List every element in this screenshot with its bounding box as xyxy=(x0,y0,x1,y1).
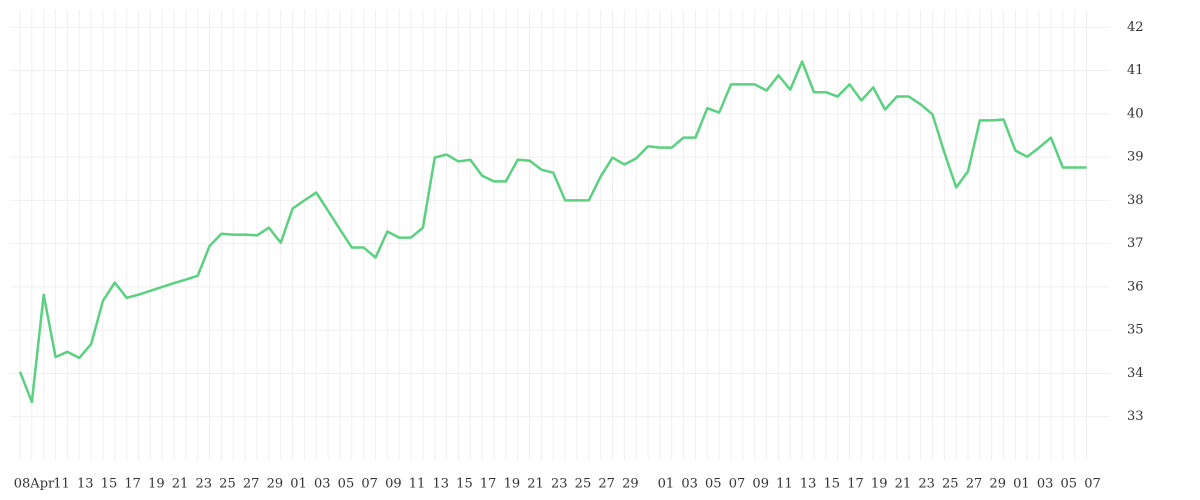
x-tick-label: 29 xyxy=(989,477,1006,492)
x-tick-label: 19 xyxy=(148,477,165,492)
y-tick-label: 42 xyxy=(1127,20,1144,35)
x-tick-label: 03 xyxy=(681,477,698,492)
y-tick-label: 38 xyxy=(1127,193,1144,208)
x-tick-label: 01 xyxy=(658,477,675,492)
y-tick-label: 35 xyxy=(1127,323,1144,338)
x-tick-label: 13 xyxy=(432,477,449,492)
x-tick-label: 29 xyxy=(622,477,639,492)
y-tick-label: 33 xyxy=(1127,409,1144,424)
x-tick-label: 07 xyxy=(1084,477,1101,492)
x-tick-label: 25 xyxy=(575,477,592,492)
y-tick-label: 40 xyxy=(1127,106,1144,121)
x-tick-label: 07 xyxy=(729,477,746,492)
x-tick-label: 03 xyxy=(314,477,331,492)
x-tick-label: 09 xyxy=(385,477,402,492)
y-tick-label: 37 xyxy=(1127,236,1144,251)
x-tick-label: 25 xyxy=(219,477,236,492)
x-tick-label: 21 xyxy=(172,477,189,492)
x-tick-label: 13 xyxy=(800,477,817,492)
y-tick-label: 39 xyxy=(1127,150,1144,165)
x-tick-label: 11 xyxy=(53,477,70,492)
x-tick-label: 01 xyxy=(1013,477,1030,492)
x-tick-label: 15 xyxy=(101,477,118,492)
x-tick-label: 17 xyxy=(480,477,497,492)
x-tick-label: 11 xyxy=(409,477,426,492)
x-tick-label: 03 xyxy=(1037,477,1054,492)
x-tick-label: 09 xyxy=(752,477,769,492)
x-tick-label: 19 xyxy=(504,477,521,492)
x-tick-label: 05 xyxy=(1061,477,1078,492)
x-tick-label: 05 xyxy=(338,477,355,492)
x-tick-label: 23 xyxy=(195,477,212,492)
x-tick-label: 08Apr xyxy=(14,477,55,492)
x-tick-label: 29 xyxy=(267,477,284,492)
y-tick-label: 36 xyxy=(1127,279,1144,294)
x-tick-label: 13 xyxy=(77,477,94,492)
line-series xyxy=(18,60,1087,404)
x-tick-label: 25 xyxy=(942,477,959,492)
x-tick-label: 17 xyxy=(124,477,141,492)
x-tick-label: 21 xyxy=(895,477,912,492)
x-tick-label: 15 xyxy=(456,477,473,492)
y-tick-label: 34 xyxy=(1127,366,1144,381)
y-tick-label: 41 xyxy=(1127,63,1144,78)
x-tick-label: 21 xyxy=(527,477,544,492)
x-tick-label: 27 xyxy=(598,477,615,492)
x-tick-label: 15 xyxy=(824,477,841,492)
x-tick-label: 17 xyxy=(847,477,864,492)
x-tick-label: 01 xyxy=(290,477,307,492)
x-tick-label: 11 xyxy=(776,477,793,492)
x-tick-label: 19 xyxy=(871,477,888,492)
x-tick-label: 27 xyxy=(966,477,983,492)
x-tick-label: 07 xyxy=(361,477,378,492)
x-tick-label: 05 xyxy=(705,477,722,492)
x-tick-label: 23 xyxy=(918,477,935,492)
x-tick-label: 27 xyxy=(243,477,260,492)
x-tick-label: 23 xyxy=(551,477,568,492)
